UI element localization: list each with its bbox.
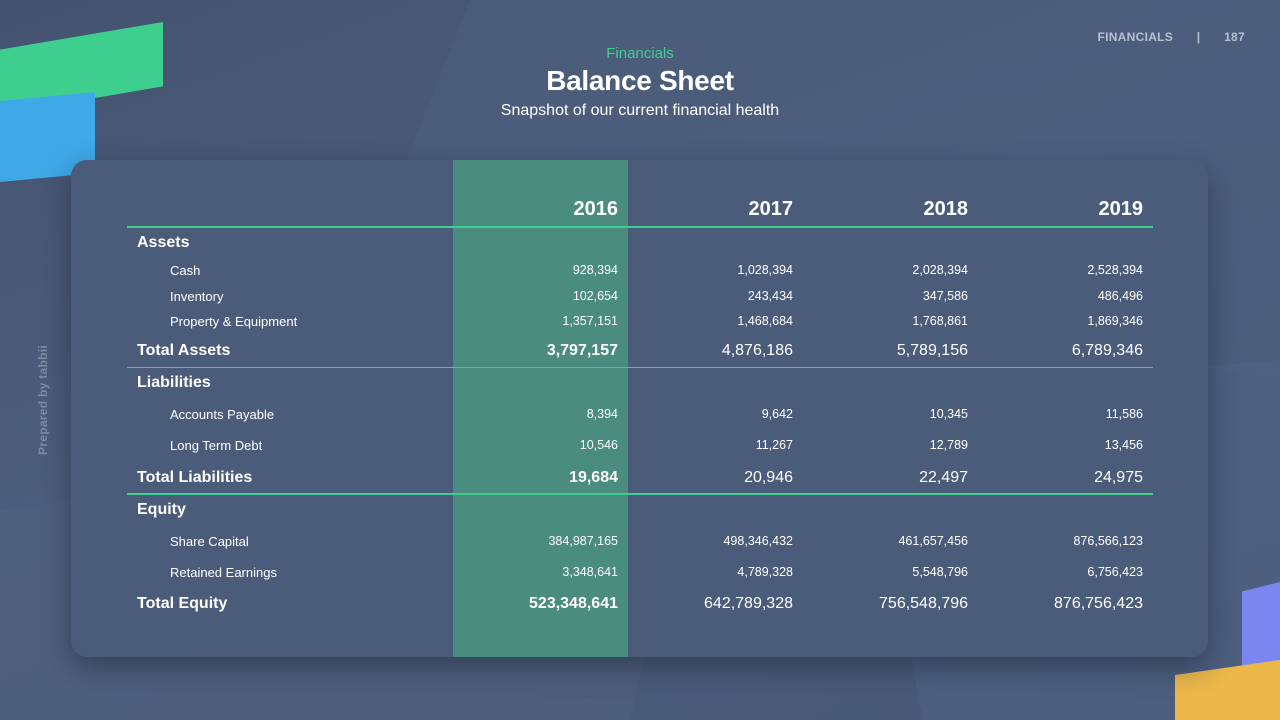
section-heading-row: Equity	[127, 501, 1153, 521]
section-heading-row: Liabilities	[127, 374, 1153, 394]
cell-value: 1,869,346	[1087, 314, 1143, 328]
total-value: 19,684	[569, 469, 618, 486]
total-row: Total Liabilities 19,684 20,946 22,497 2…	[127, 469, 1153, 489]
cell-value: 1,768,861	[912, 314, 968, 328]
total-value: 756,548,796	[879, 595, 968, 612]
total-value: 523,348,641	[529, 595, 618, 612]
total-value: 20,946	[744, 469, 793, 486]
divider	[127, 226, 1153, 228]
cell-value: 10,345	[929, 407, 968, 421]
total-value: 4,876,186	[721, 342, 793, 359]
section-heading: Equity	[137, 501, 186, 518]
cell-value: 4,789,328	[737, 565, 793, 579]
page-header: FINANCIALS | 187	[1097, 30, 1245, 44]
year-header: 2018	[923, 198, 969, 220]
section-heading: Assets	[137, 234, 190, 251]
cell-value: 243,434	[747, 289, 793, 303]
cell-value: 8,394	[586, 407, 618, 421]
table-row: Long Term Debt 10,546 11,267 12,789 13,4…	[127, 438, 1153, 456]
table-row: Cash 928,394 1,028,394 2,028,394 2,528,3…	[127, 263, 1153, 281]
page-number: 187	[1224, 30, 1245, 44]
cell-value: 9,642	[761, 407, 793, 421]
total-row: Total Equity 523,348,641 642,789,328 756…	[127, 595, 1153, 615]
total-value: 876,756,423	[1054, 595, 1143, 612]
row-label: Property & Equipment	[170, 314, 298, 329]
page-subtitle: Snapshot of our current financial health	[500, 102, 780, 119]
table-row: Retained Earnings 3,348,641 4,789,328 5,…	[127, 565, 1153, 583]
title-block: Financials Balance Sheet Snapshot of our…	[0, 44, 1280, 120]
cell-value: 486,496	[1097, 289, 1143, 303]
balance-sheet-table: 2016 2017 2018 2019 Assets Cash 928,394 …	[71, 160, 1208, 657]
row-label: Cash	[170, 263, 201, 278]
table-row: Share Capital 384,987,165 498,346,432 46…	[127, 534, 1153, 552]
table-row: Accounts Payable 8,394 9,642 10,345 11,5…	[127, 407, 1153, 425]
row-label: Long Term Debt	[170, 438, 263, 453]
total-label: Total Equity	[137, 595, 228, 612]
row-label: Accounts Payable	[170, 407, 275, 422]
total-row: Total Assets 3,797,157 4,876,186 5,789,1…	[127, 342, 1153, 362]
divider	[127, 493, 1153, 495]
cell-value: 2,028,394	[912, 263, 968, 277]
cell-value: 1,357,151	[562, 314, 618, 328]
cell-value: 6,756,423	[1087, 565, 1143, 579]
total-value: 22,497	[919, 469, 968, 486]
row-label: Inventory	[170, 289, 224, 304]
cell-value: 12,789	[929, 438, 968, 452]
cell-value: 461,657,456	[898, 534, 968, 548]
section-label: FINANCIALS	[1097, 30, 1174, 44]
table-row: Property & Equipment 1,357,151 1,468,684…	[127, 314, 1153, 332]
page-title: Balance Sheet	[546, 65, 734, 96]
section-heading-row: Assets	[127, 234, 1153, 254]
header-separator: |	[1196, 30, 1201, 44]
cell-value: 384,987,165	[548, 534, 618, 548]
highlighted-year-column	[453, 160, 628, 657]
total-label: Total Liabilities	[137, 469, 253, 486]
year-header-row: 2016 2017 2018 2019	[127, 198, 1153, 222]
cell-value: 876,566,123	[1073, 534, 1143, 548]
year-header: 2017	[748, 198, 794, 220]
total-value: 24,975	[1094, 469, 1143, 486]
table-row: Inventory 102,654 243,434 347,586 486,49…	[127, 289, 1153, 307]
cell-value: 11,586	[1105, 407, 1143, 421]
total-value: 6,789,346	[1071, 342, 1143, 359]
cell-value: 498,346,432	[723, 534, 793, 548]
cell-value: 3,348,641	[562, 565, 618, 579]
cell-value: 928,394	[572, 263, 618, 277]
cell-value: 2,528,394	[1087, 263, 1143, 277]
total-label: Total Assets	[137, 342, 231, 359]
cell-value: 102,654	[572, 289, 618, 303]
cell-value: 13,456	[1104, 438, 1143, 452]
total-value: 3,797,157	[546, 342, 618, 359]
year-header: 2016	[573, 198, 619, 220]
cell-value: 11,267	[755, 438, 793, 452]
year-header: 2019	[1098, 198, 1144, 220]
total-value: 642,789,328	[704, 595, 793, 612]
divider	[127, 367, 1153, 368]
section-heading: Liabilities	[137, 374, 211, 391]
row-label: Retained Earnings	[170, 565, 277, 580]
cell-value: 10,546	[579, 438, 618, 452]
cell-value: 5,548,796	[912, 565, 968, 579]
prepared-by-label: Prepared by tabbii	[36, 344, 50, 456]
row-label: Share Capital	[170, 534, 249, 549]
cell-value: 1,028,394	[737, 263, 793, 277]
kicker: Financials	[606, 45, 674, 62]
total-value: 5,789,156	[896, 342, 968, 359]
cell-value: 1,468,684	[737, 314, 793, 328]
cell-value: 347,586	[922, 289, 968, 303]
